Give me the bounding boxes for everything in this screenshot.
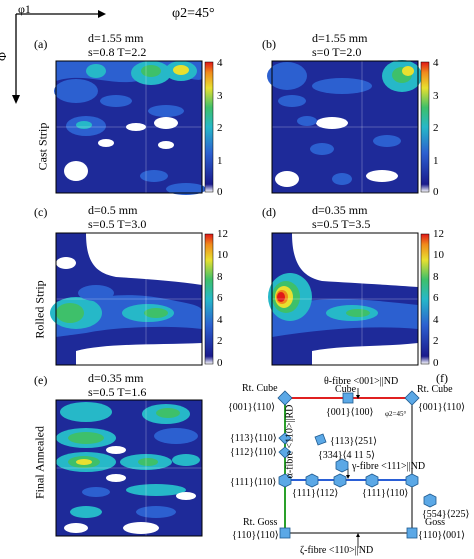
- o334-label: {334}⟨4 11 5⟩: [318, 450, 376, 461]
- odf-map-a: [54, 60, 206, 195]
- colorbar-c-tick-10: 10: [217, 249, 228, 261]
- rt-cube-right-index: {001}⟨110⟩: [418, 402, 466, 413]
- colorbar-d-tick-0: 0: [433, 357, 439, 369]
- o111-112-label: {111}⟨112⟩: [292, 488, 339, 499]
- panel-c-line2: s=0.5 T=3.0: [88, 217, 147, 231]
- colorbar-c-tick-6: 6: [217, 292, 223, 304]
- panel-c-line1: d=0.5 mm: [88, 203, 138, 217]
- o111-110a-cube-icon: [278, 473, 292, 488]
- zeta-fibre-label: ζ-fibre <110>||ND: [300, 545, 374, 556]
- colorbar-b-tick-3: 3: [433, 90, 439, 102]
- panel-d-line2: s=0.5 T=3.5: [312, 217, 371, 231]
- colorbar-b-tick-2: 2: [433, 122, 439, 134]
- panel-e-label: (e): [34, 373, 48, 387]
- o111-110b-cube-icon: [365, 473, 379, 488]
- rt-cube-left-label: Rt. Cube: [242, 383, 278, 394]
- colorbar-c-tick-12: 12: [217, 228, 228, 240]
- o554-cube-icon: [423, 493, 437, 508]
- phi1-label: φ1: [18, 2, 31, 16]
- panel-d-label: (d): [262, 205, 276, 219]
- colorbar-d-tick-8: 8: [433, 271, 439, 283]
- panel-e-line1: d=0.35 mm: [88, 371, 144, 385]
- colorbar-b: [420, 61, 430, 193]
- colorbar-d-tick-2: 2: [433, 335, 439, 347]
- alpha-fibre-label: α-fibre <110>||RD: [284, 404, 296, 479]
- colorbar-b-tick-0: 0: [433, 186, 439, 198]
- key-phi2-label: φ2=45°: [385, 410, 407, 418]
- o111-112-cube-icon: [305, 473, 319, 488]
- panel-b-label: (b): [262, 37, 276, 51]
- colorbar-d-tick-4: 4: [433, 314, 439, 326]
- gamma-fibre-label: γ-fibre <111>||ND: [352, 461, 426, 472]
- o334-cube-icon: [335, 458, 349, 473]
- o112-110-label: {112}⟨110⟩: [230, 447, 277, 458]
- odf-map-c: [50, 232, 203, 366]
- o113-251-cube-icon: [314, 433, 327, 446]
- cube-cube-icon: [342, 392, 354, 404]
- o112-110-cube-icon: [278, 446, 292, 459]
- o554-label: {554}⟨225⟩: [422, 509, 470, 520]
- colorbar-d: [420, 233, 430, 365]
- colorbar-a-tick-4: 4: [217, 57, 223, 69]
- o111-mid-cube-icon: [333, 473, 347, 488]
- phi2-section-label: φ2=45°: [172, 6, 215, 21]
- odf-map-d: [268, 232, 419, 366]
- rt-goss-label: Rt. Goss: [243, 517, 278, 528]
- panel-a-label: (a): [34, 37, 48, 51]
- colorbar-d-tick-10: 10: [433, 249, 444, 261]
- rt-cube-right-label: Rt. Cube: [417, 384, 453, 395]
- panel-a-line1: d=1.55 mm: [88, 31, 144, 45]
- odf-map-e: [55, 399, 203, 537]
- colorbar-d-tick-6: 6: [433, 292, 439, 304]
- colorbar-d-tick-12: 12: [433, 228, 444, 240]
- axis-arrows: [12, 10, 106, 104]
- panel-e-line2: s=0.5 T=1.6: [88, 385, 147, 399]
- colorbar-c-tick-4: 4: [217, 314, 223, 326]
- colorbar-a-tick-0: 0: [217, 186, 223, 198]
- colorbar-c: [204, 233, 214, 365]
- rt-cube-right-cube-icon: [404, 390, 420, 406]
- colorbar-c-tick-0: 0: [217, 357, 223, 369]
- panel-f-label: (f): [436, 371, 448, 385]
- odf-map-b: [267, 60, 422, 194]
- rt-cube-left-index: {001}⟨110⟩: [228, 402, 276, 413]
- colorbar-b-tick-1: 1: [433, 155, 439, 167]
- rt-goss-index: {110}⟨110⟩: [232, 530, 279, 541]
- colorbar-a: [204, 61, 214, 193]
- theta-fibre-label: θ-fibre <001>||ND: [324, 376, 399, 387]
- o113-251-label: {113}⟨251⟩: [330, 436, 378, 447]
- cube-index: {001}⟨100⟩: [326, 407, 374, 418]
- goss-index: {110}⟨001⟩: [418, 530, 466, 541]
- panel-d-line1: d=0.35 mm: [312, 203, 368, 217]
- colorbar-a-tick-3: 3: [217, 90, 223, 102]
- panel-a-line2: s=0.8 T=2.2: [88, 45, 147, 59]
- cube-label: Cube: [335, 384, 357, 395]
- panel-b-line1: d=1.55 mm: [312, 31, 368, 45]
- o111-110a-label: {111}⟨110⟩: [230, 477, 277, 488]
- rt-goss-cube-icon: [279, 527, 291, 539]
- colorbar-a-tick-1: 1: [217, 155, 223, 167]
- o113-110-label: {113}⟨110⟩: [230, 433, 277, 444]
- colorbar-a-tick-2: 2: [217, 122, 223, 134]
- o113-110-cube-icon: [278, 432, 292, 445]
- panel-c-label: (c): [34, 205, 48, 219]
- colorbar-b-tick-4: 4: [433, 57, 439, 69]
- goss-label: Goss: [425, 517, 446, 528]
- rt-cube-left-cube-icon: [277, 390, 293, 406]
- colorbar-c-tick-8: 8: [217, 271, 223, 283]
- o111-110b-label: {111}⟨110⟩: [362, 488, 409, 499]
- goss-cube-icon: [406, 527, 418, 539]
- colorbar-c-tick-2: 2: [217, 335, 223, 347]
- panel-b-line2: s=0 T=2.0: [312, 45, 362, 59]
- o111-right-cube-icon: [405, 473, 419, 488]
